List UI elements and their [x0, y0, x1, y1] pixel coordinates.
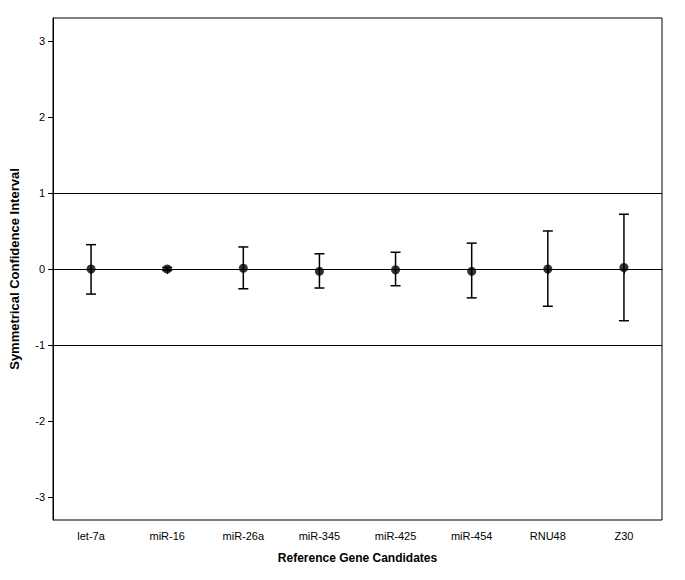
svg-text:RNU48: RNU48 — [530, 530, 566, 542]
svg-text:3: 3 — [39, 35, 45, 47]
svg-text:Z30: Z30 — [614, 530, 633, 542]
svg-text:miR-16: miR-16 — [149, 530, 184, 542]
svg-text:let-7a: let-7a — [77, 530, 105, 542]
svg-text:miR-454: miR-454 — [451, 530, 493, 542]
svg-text:-2: -2 — [35, 415, 45, 427]
svg-text:2: 2 — [39, 111, 45, 123]
svg-text:0: 0 — [39, 263, 45, 275]
svg-text:-1: -1 — [35, 339, 45, 351]
svg-text:-3: -3 — [35, 491, 45, 503]
svg-text:Symmetrical Confidence Interva: Symmetrical Confidence Interval — [7, 168, 22, 370]
svg-text:Reference Gene Candidates: Reference Gene Candidates — [278, 551, 438, 565]
svg-text:miR-425: miR-425 — [375, 530, 417, 542]
svg-text:miR-345: miR-345 — [299, 530, 341, 542]
svg-text:miR-26a: miR-26a — [223, 530, 265, 542]
svg-text:1: 1 — [39, 187, 45, 199]
